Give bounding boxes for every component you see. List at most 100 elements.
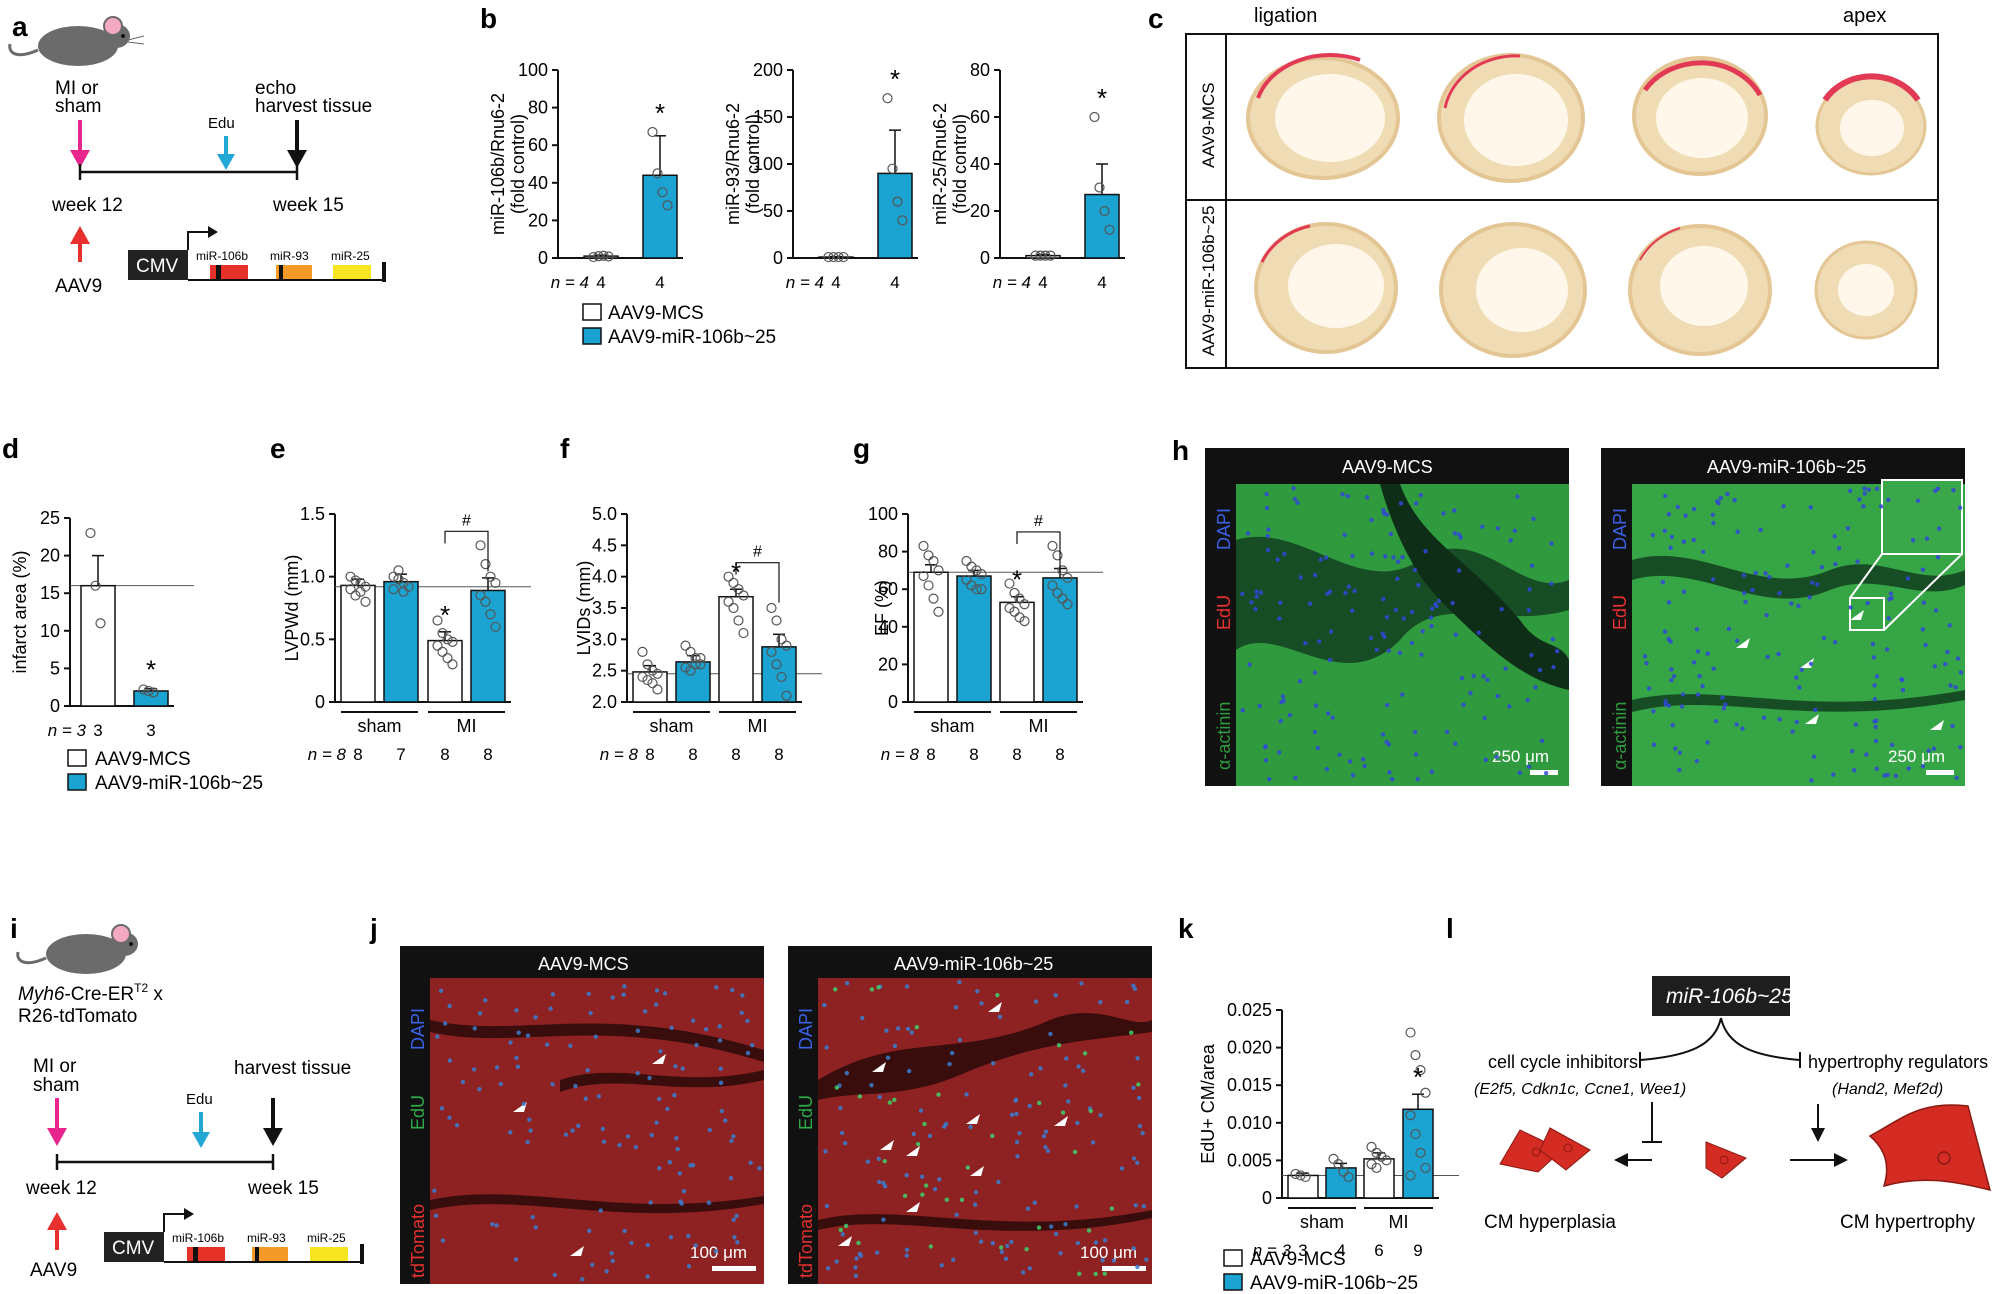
nucleus: [717, 1024, 722, 1029]
nucleus: [1845, 526, 1851, 531]
nucleus: [1076, 1064, 1081, 1069]
significance-star: *: [1413, 1062, 1423, 1092]
nucleus: [1058, 1251, 1063, 1256]
nucleus: [1075, 1240, 1080, 1246]
nucleus: [439, 1106, 445, 1111]
n-label: 6: [1374, 1241, 1383, 1260]
nucleus: [1721, 706, 1727, 711]
bar: [877, 172, 913, 259]
nucleus: [823, 1149, 828, 1154]
nucleus: [1953, 684, 1958, 690]
nucleus: [1395, 559, 1401, 564]
nucleus: [525, 1033, 531, 1038]
bar: [956, 575, 992, 703]
nucleus: [525, 1140, 530, 1145]
n-label: 4: [1038, 273, 1047, 292]
nucleus: [1003, 1256, 1009, 1262]
nucleus: [1888, 591, 1894, 596]
data-point: [647, 126, 658, 138]
strain-label-2: R26-tdTomato: [18, 1006, 137, 1027]
chart-d: 0 5 10 15 20 25 infarct area (%) n = 3 3 3 *: [10, 508, 194, 740]
data-point: [776, 671, 787, 683]
data-point: [388, 571, 399, 582]
data-point: [480, 559, 491, 570]
nucleus: [1683, 513, 1688, 518]
nucleus: [838, 1105, 843, 1111]
nucleus: [550, 1082, 555, 1087]
ligation-label: ligation: [1254, 5, 1317, 27]
nucleus: [1694, 758, 1700, 764]
nucleus: [1531, 516, 1536, 522]
y-tick-label: 20: [40, 546, 60, 566]
n-label: 4: [655, 273, 664, 292]
nucleus: [906, 1068, 912, 1074]
data-point: [928, 555, 939, 567]
nucleus: [653, 1002, 659, 1007]
legend-swatch-mcs: [67, 749, 87, 767]
mirna-label: miR-106b~25: [1666, 985, 1793, 1008]
gene-box-93: [252, 1247, 288, 1261]
nucleus: [996, 1179, 1001, 1185]
nucleus: [1831, 772, 1836, 777]
y-axis-label: miR-25/Rnu6-2: [930, 103, 950, 225]
nucleus: [1400, 554, 1405, 560]
nucleus: [1342, 532, 1347, 538]
nucleus: [1873, 724, 1878, 730]
n-label: 8: [969, 745, 978, 764]
data-point: [148, 687, 159, 698]
nucleus: [904, 1173, 909, 1178]
nucleus: [1794, 675, 1799, 680]
bar: [383, 580, 419, 703]
nucleus: [869, 1082, 874, 1088]
y-tick-label: 2.5: [592, 661, 617, 681]
data-point: [447, 659, 458, 670]
y-axis-label-2: (fold control): [743, 114, 763, 214]
nucleus: [1266, 527, 1271, 532]
data-point: [918, 540, 929, 552]
nucleus: [927, 1133, 933, 1139]
n-label: 4: [1097, 273, 1106, 292]
gene-label-93: miR-93: [247, 1231, 286, 1245]
nucleus: [1932, 664, 1938, 669]
group-label: MI: [457, 716, 477, 736]
nucleus: [1670, 722, 1675, 728]
y-tick-label: 0: [50, 696, 60, 716]
nucleus: [686, 1264, 692, 1269]
data-point: [1099, 205, 1110, 217]
nucleus: [1765, 654, 1770, 660]
nucleus: [1677, 767, 1682, 773]
tdtomato-label: tdTomato: [796, 1204, 816, 1278]
data-point: [923, 580, 934, 591]
nucleus: [1889, 595, 1894, 601]
nucleus: [1921, 600, 1927, 605]
nucleus: [881, 1217, 886, 1222]
mi-label-2: sham: [33, 1075, 79, 1096]
nucleus: [1920, 627, 1926, 632]
data-point: [1014, 593, 1025, 604]
nucleus: [922, 1121, 927, 1127]
nucleus: [635, 1071, 640, 1076]
y-axis-label: infarct area (%): [10, 550, 30, 673]
bar: [470, 589, 506, 703]
nucleus: [1936, 526, 1942, 531]
data-point: [728, 577, 739, 589]
nucleus: [1499, 606, 1504, 612]
nucleus: [822, 1002, 827, 1008]
nucleus: [834, 1085, 840, 1090]
nucleus: [1855, 559, 1860, 564]
y-tick-label: 0.025: [1227, 1000, 1272, 1020]
nucleus: [1533, 685, 1538, 690]
data-point: [652, 168, 663, 179]
nucleus: [843, 1140, 848, 1146]
nucleus: [1307, 601, 1313, 606]
nucleus: [1650, 532, 1656, 538]
nucleus: [1923, 642, 1928, 648]
nucleus: [1135, 1160, 1140, 1166]
chart-k: 0 0.005 0.010 0.015 0.020 0.025 EdU+ CM/area n …: [1198, 1000, 1459, 1260]
micrograph-h-mir: AAV9-miR-106b~25 DAPI EdU α-actinin 250 …: [1601, 448, 1965, 786]
nucleus: [919, 1174, 925, 1179]
gene-box-106b: [187, 1247, 225, 1261]
nucleus: [1388, 531, 1394, 537]
scale-bar: [1926, 770, 1954, 775]
nucleus: [1669, 534, 1675, 540]
